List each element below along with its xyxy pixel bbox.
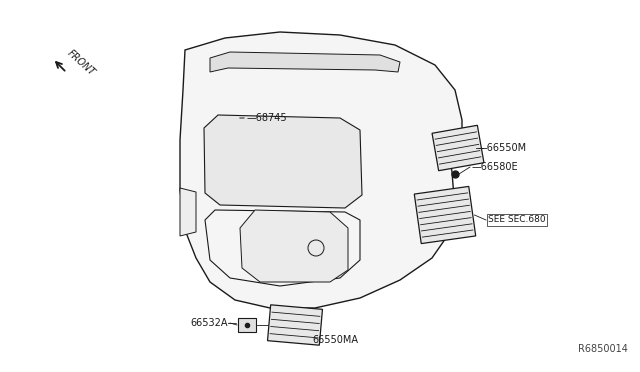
Polygon shape [204, 115, 362, 208]
Polygon shape [210, 52, 400, 72]
Polygon shape [240, 210, 348, 282]
Polygon shape [432, 125, 484, 171]
Text: —68745: —68745 [247, 113, 287, 123]
Polygon shape [238, 318, 256, 332]
Text: SEE SEC.680: SEE SEC.680 [488, 215, 546, 224]
Text: 66532A—: 66532A— [190, 318, 237, 328]
Polygon shape [414, 186, 476, 244]
Polygon shape [180, 188, 196, 236]
Text: 66550MA: 66550MA [312, 335, 358, 345]
Polygon shape [268, 305, 323, 345]
Text: —66580E: —66580E [472, 162, 518, 172]
Text: R6850014: R6850014 [578, 344, 628, 354]
Polygon shape [180, 32, 462, 308]
Text: FRONT: FRONT [65, 48, 97, 78]
Polygon shape [205, 210, 360, 286]
Text: —66550M: —66550M [478, 143, 527, 153]
